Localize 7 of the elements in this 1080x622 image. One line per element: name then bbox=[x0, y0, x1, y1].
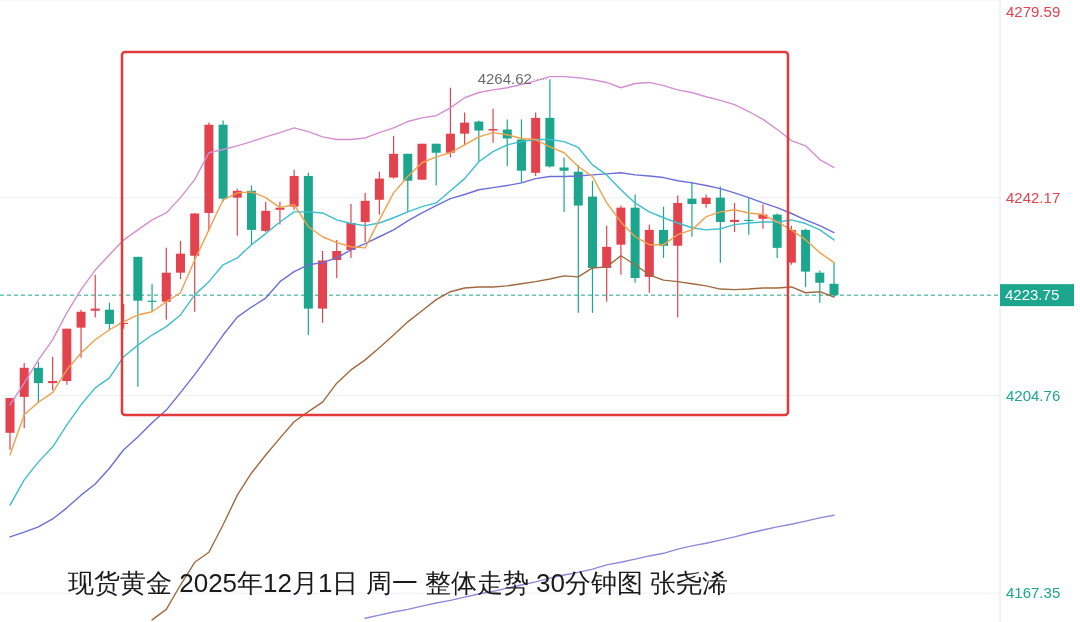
y-tick-label: 4279.59 bbox=[1006, 3, 1061, 20]
ref-line-label: 4223.75 bbox=[1005, 286, 1060, 304]
text: 现货黄金 2025年12月1日 周一 整体走势 30分钟图 张尧浠 bbox=[68, 568, 729, 598]
annotation: 4264.62 bbox=[477, 70, 532, 88]
y-tick-label: 4204.76 bbox=[1006, 386, 1061, 404]
y-tick-label: 4242.17 bbox=[1006, 188, 1061, 206]
y-tick-label: 4167.35 bbox=[1006, 584, 1061, 602]
